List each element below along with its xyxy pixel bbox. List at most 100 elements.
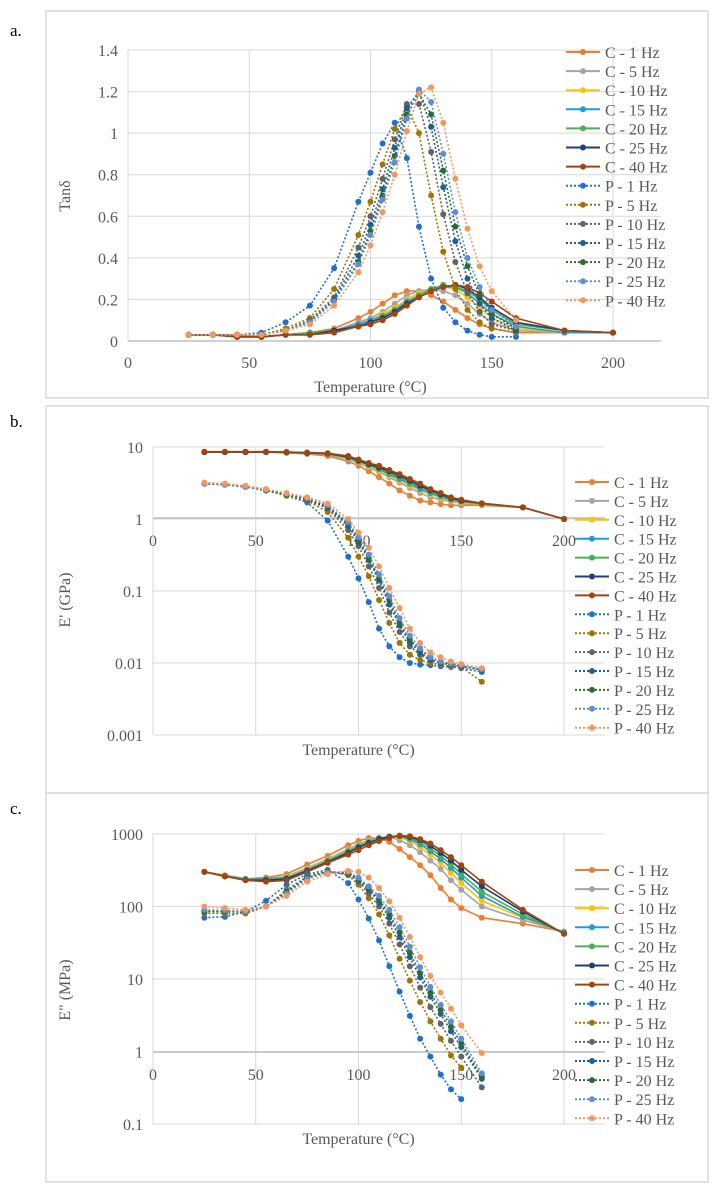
legend-label: P - 20 Hz [614,1073,674,1090]
data-point [391,125,398,132]
data-point [452,259,459,266]
legend-item: P - 40 Hz [575,1111,674,1128]
legend-label: C - 40 Hz [614,588,677,605]
data-point [379,317,386,324]
legend-item: C - 5 Hz [575,494,669,511]
data-point [440,119,447,126]
legend-swatch-marker [589,1000,595,1007]
series-line [204,870,483,1054]
legend-swatch-marker [589,573,595,580]
data-point [355,231,362,238]
data-point [417,480,424,487]
data-point [478,665,485,672]
data-point [367,308,374,315]
series-p-40hz [201,479,485,672]
data-point [283,881,290,888]
legend-swatch-marker [589,535,595,542]
legend: C - 1 Hz C - 5 Hz C - 10 Hz C - 15 Hz C - 20… [566,45,668,310]
legend-swatch-marker [589,516,595,523]
data-point [376,625,383,632]
data-point [376,462,383,469]
y-tick-label: 10 [127,440,143,457]
legend-label: C - 20 Hz [614,939,677,956]
legend-swatch-marker [589,630,595,637]
x-tick-label: 0 [149,1067,157,1084]
x-tick-label: 150 [480,355,504,372]
legend-label: C - 25 Hz [614,959,677,976]
data-point [406,943,413,950]
legend-label: P - 40 Hz [605,293,665,310]
legend-label: P - 1 Hz [605,179,657,196]
data-point [345,534,352,541]
data-point [488,310,495,317]
data-point [610,329,616,336]
data-point [234,331,241,338]
legend-item: C - 1 Hz [575,863,669,880]
data-point [519,906,526,913]
data-point [452,209,459,216]
legend-label: C - 15 Hz [605,102,668,119]
chart-panel-a: a. 0 0.2 0.4 0.6 0.8 1 1.2 1.4 0 50 100 150 200 Temper… [10,10,709,399]
data-point [427,649,434,656]
data-point [379,161,386,168]
legend-label: P - 1 Hz [614,997,666,1014]
data-point [403,155,410,162]
legend-label: C - 5 Hz [614,882,669,899]
data-point [386,609,393,616]
data-point [367,169,374,176]
data-point [437,1006,444,1013]
data-point [403,288,410,295]
data-point [367,231,374,238]
data-point [201,903,208,910]
data-point [440,211,447,218]
data-point [355,874,362,881]
data-point [437,658,444,665]
legend-swatch-marker [589,1019,595,1026]
data-point [488,298,495,305]
data-point [416,86,422,93]
legend-label: C - 10 Hz [614,513,677,530]
legend-label: C - 20 Hz [605,121,668,138]
data-point [476,300,483,307]
y-tick-label: 1 [135,512,143,529]
data-point [376,571,383,578]
legend-label: P - 10 Hz [605,217,665,234]
data-point [386,906,393,913]
data-point [437,501,444,508]
data-point [464,283,471,290]
data-point [304,878,311,885]
data-point [365,573,372,580]
data-point [221,448,228,455]
data-point [488,288,495,295]
legend-label: P - 5 Hz [605,198,657,215]
data-point [427,972,434,979]
data-point [391,171,398,178]
data-point [447,869,454,876]
data-point [440,167,447,174]
legend-swatch-marker [580,49,586,55]
data-point [355,847,362,854]
data-point [355,575,362,582]
data-point [376,838,383,845]
data-point [417,849,424,856]
data-point [417,984,424,991]
legend-label: C - 15 Hz [614,920,677,937]
data-point [403,115,410,122]
legend-label: P - 1 Hz [614,607,666,624]
legend-swatch-marker [580,144,586,151]
data-point [447,877,454,884]
data-point [403,105,410,112]
legend-swatch-marker [589,705,595,712]
data-point [304,494,311,501]
data-point [488,315,495,322]
data-point [283,877,290,884]
data-point [365,459,372,466]
data-point [396,846,403,853]
x-tick-label: 50 [241,355,257,372]
data-point [452,292,459,299]
y-tick-label: 1 [110,126,118,143]
y-tick-label: 10 [127,972,143,989]
data-point [428,123,435,130]
data-point [386,480,393,487]
legend-item: C - 5 Hz [566,64,660,81]
